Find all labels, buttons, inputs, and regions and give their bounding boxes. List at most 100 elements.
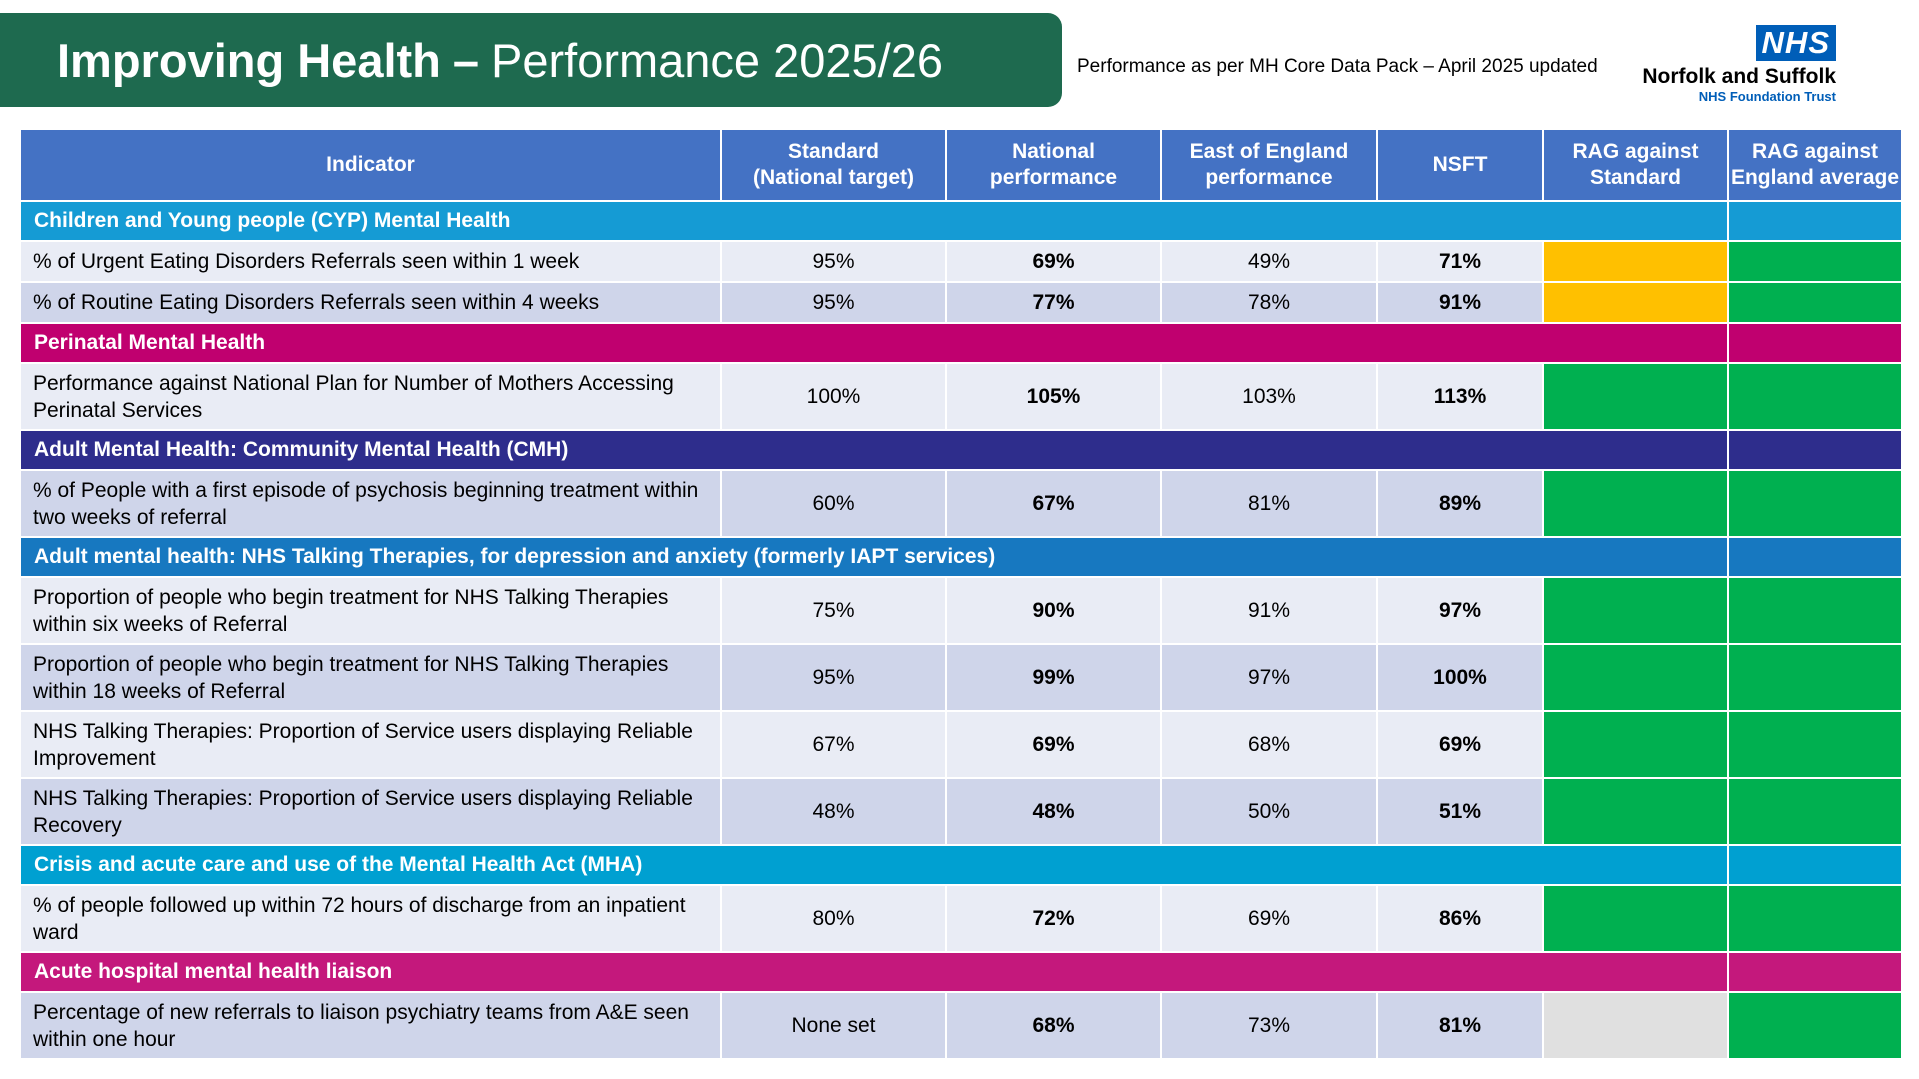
east-of-england-cell: 49% — [1160, 240, 1378, 283]
section-header-row: Crisis and acute care and use of the Men… — [19, 844, 1903, 886]
rag-standard-cell — [1542, 710, 1729, 779]
east-of-england-cell: 69% — [1160, 884, 1378, 953]
indicator-cell: Performance against National Plan for Nu… — [19, 362, 722, 431]
col-header-nsft: NSFT — [1376, 128, 1544, 202]
nsft-cell: 97% — [1376, 576, 1544, 645]
section-title: Acute hospital mental health liaison — [19, 951, 1729, 993]
rag-england-cell — [1727, 469, 1903, 538]
national-performance-cell: 90% — [945, 576, 1162, 645]
rag-england-cell — [1727, 240, 1903, 283]
national-performance-cell: 69% — [945, 710, 1162, 779]
indicator-cell: % of Urgent Eating Disorders Referrals s… — [19, 240, 722, 283]
rag-standard-cell — [1542, 576, 1729, 645]
section-title-filler — [1727, 536, 1903, 578]
rag-standard-cell — [1542, 991, 1729, 1060]
table-row: % of people followed up within 72 hours … — [19, 884, 1903, 953]
east-of-england-cell: 50% — [1160, 777, 1378, 846]
rag-standard-cell — [1542, 362, 1729, 431]
indicator-cell: % of Routine Eating Disorders Referrals … — [19, 281, 722, 324]
nsft-cell: 81% — [1376, 991, 1544, 1060]
page-title-bold: Improving Health — [57, 33, 441, 87]
east-of-england-cell: 81% — [1160, 469, 1378, 538]
national-performance-cell: 69% — [945, 240, 1162, 283]
section-title-filler — [1727, 322, 1903, 364]
nsft-cell: 69% — [1376, 710, 1544, 779]
indicator-cell: Proportion of people who begin treatment… — [19, 643, 722, 712]
section-title-filler — [1727, 200, 1903, 242]
col-header-rag-england: RAG against England average — [1727, 128, 1903, 202]
standard-cell: 95% — [720, 643, 947, 712]
rag-england-cell — [1727, 777, 1903, 846]
standard-cell: 95% — [720, 240, 947, 283]
nsft-cell: 100% — [1376, 643, 1544, 712]
col-header-eoe: East of England performance — [1160, 128, 1378, 202]
rag-standard-cell — [1542, 469, 1729, 538]
rag-standard-cell — [1542, 777, 1729, 846]
standard-cell: 48% — [720, 777, 947, 846]
national-performance-cell: 68% — [945, 991, 1162, 1060]
nsft-cell: 91% — [1376, 281, 1544, 324]
east-of-england-cell: 78% — [1160, 281, 1378, 324]
rag-england-cell — [1727, 643, 1903, 712]
table-header-row: Indicator Standard (National target) Nati… — [19, 128, 1903, 202]
east-of-england-cell: 103% — [1160, 362, 1378, 431]
national-performance-cell: 67% — [945, 469, 1162, 538]
standard-cell: 67% — [720, 710, 947, 779]
nsft-cell: 89% — [1376, 469, 1544, 538]
nsft-cell: 86% — [1376, 884, 1544, 953]
nsft-cell: 113% — [1376, 362, 1544, 431]
section-header-row: Perinatal Mental Health — [19, 322, 1903, 364]
trust-name: NHS Foundation Trust — [1698, 89, 1836, 104]
rag-england-cell — [1727, 281, 1903, 324]
section-header-row: Adult mental health: NHS Talking Therapi… — [19, 536, 1903, 578]
east-of-england-cell: 68% — [1160, 710, 1378, 779]
national-performance-cell: 48% — [945, 777, 1162, 846]
rag-england-cell — [1727, 991, 1903, 1060]
section-title: Children and Young people (CYP) Mental H… — [19, 200, 1729, 242]
national-performance-cell: 99% — [945, 643, 1162, 712]
section-title: Adult Mental Health: Community Mental He… — [19, 429, 1729, 471]
section-title: Adult mental health: NHS Talking Therapi… — [19, 536, 1729, 578]
rag-england-cell — [1727, 884, 1903, 953]
table-row: NHS Talking Therapies: Proportion of Ser… — [19, 710, 1903, 779]
table-row: Percentage of new referrals to liaison p… — [19, 991, 1903, 1060]
col-header-rag-standard: RAG against Standard — [1542, 128, 1729, 202]
east-of-england-cell: 97% — [1160, 643, 1378, 712]
page-title-bar: Improving Health – Performance 2025/26 — [0, 13, 1062, 107]
rag-england-cell — [1727, 710, 1903, 779]
page-title-rest: Performance 2025/26 — [491, 33, 944, 87]
col-header-indicator: Indicator — [19, 128, 722, 202]
nhs-logo: NHS Norfolk and Suffolk NHS Foundation T… — [1631, 25, 1836, 104]
data-source-note: Performance as per MH Core Data Pack – A… — [1077, 56, 1598, 77]
section-title: Crisis and acute care and use of the Men… — [19, 844, 1729, 886]
rag-standard-cell — [1542, 643, 1729, 712]
section-header-row: Children and Young people (CYP) Mental H… — [19, 200, 1903, 242]
east-of-england-cell: 91% — [1160, 576, 1378, 645]
section-title-filler — [1727, 844, 1903, 886]
rag-england-cell — [1727, 362, 1903, 431]
national-performance-cell: 77% — [945, 281, 1162, 324]
standard-cell: 80% — [720, 884, 947, 953]
table-row: % of Routine Eating Disorders Referrals … — [19, 281, 1903, 324]
rag-standard-cell — [1542, 240, 1729, 283]
page-title-separator: – — [452, 33, 480, 87]
table-row: Performance against National Plan for Nu… — [19, 362, 1903, 431]
section-title-filler — [1727, 951, 1903, 993]
rag-standard-cell — [1542, 884, 1729, 953]
indicator-cell: % of people followed up within 72 hours … — [19, 884, 722, 953]
performance-table: Indicator Standard (National target) Nati… — [19, 128, 1903, 1060]
table-body: Children and Young people (CYP) Mental H… — [19, 200, 1903, 1060]
standard-cell: 95% — [720, 281, 947, 324]
col-header-standard: Standard (National target) — [720, 128, 947, 202]
nsft-cell: 71% — [1376, 240, 1544, 283]
indicator-cell: Proportion of people who begin treatment… — [19, 576, 722, 645]
indicator-cell: Percentage of new referrals to liaison p… — [19, 991, 722, 1060]
section-header-row: Adult Mental Health: Community Mental He… — [19, 429, 1903, 471]
table-row: Proportion of people who begin treatment… — [19, 643, 1903, 712]
national-performance-cell: 105% — [945, 362, 1162, 431]
indicator-cell: % of People with a first episode of psyc… — [19, 469, 722, 538]
standard-cell: 75% — [720, 576, 947, 645]
rag-england-cell — [1727, 576, 1903, 645]
nhs-logo-mark: NHS — [1755, 25, 1836, 61]
standard-cell: None set — [720, 991, 947, 1060]
